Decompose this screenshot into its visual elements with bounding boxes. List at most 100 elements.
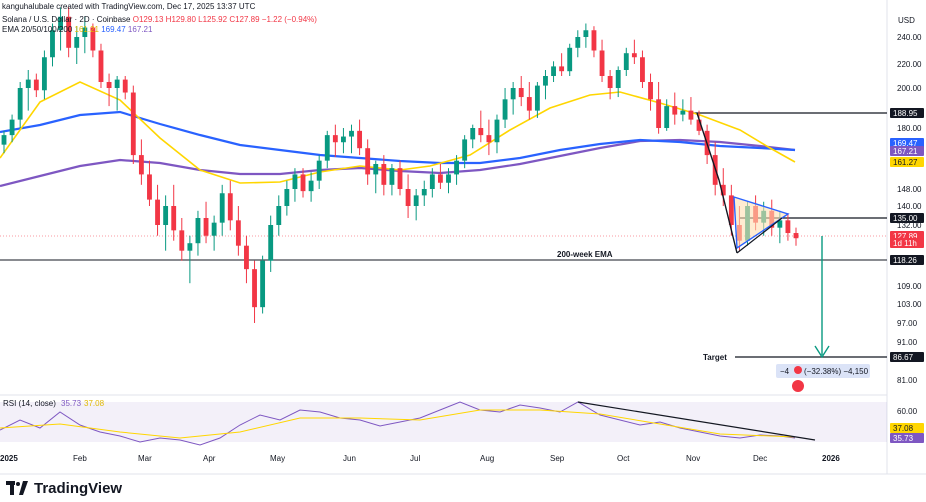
candle-body bbox=[720, 184, 726, 196]
candle-body bbox=[777, 220, 783, 228]
candle-body bbox=[276, 206, 282, 225]
rsi-badge bbox=[890, 423, 924, 433]
candle-body bbox=[106, 82, 112, 88]
ema20-line bbox=[0, 81, 796, 184]
chart-credit: kanguhalubale created with TradingView.c… bbox=[2, 2, 256, 11]
candle-body bbox=[518, 88, 524, 98]
candle-body bbox=[688, 110, 694, 120]
candle-body bbox=[90, 27, 96, 51]
brand-name: TradingView bbox=[34, 479, 123, 497]
candle-body bbox=[25, 79, 31, 88]
candle-body bbox=[252, 269, 257, 308]
symbol-line: Solana / U.S. Dollar · 2D · Coinbase O12… bbox=[2, 15, 317, 24]
ohlc-change: −1.22 (−0.94%) bbox=[261, 15, 317, 24]
price-badge bbox=[890, 157, 924, 167]
candle-body bbox=[316, 160, 322, 181]
candle-body bbox=[300, 174, 306, 192]
time-tick: Oct bbox=[617, 454, 630, 463]
price-tick: 109.00 bbox=[897, 282, 922, 291]
price-badge bbox=[890, 238, 924, 248]
triangle-lower-line bbox=[736, 217, 783, 254]
candle-body bbox=[672, 106, 678, 115]
rsi-ma-value: 37.08 bbox=[84, 399, 105, 408]
candle-body bbox=[583, 30, 589, 37]
ema100-value: 169.47 bbox=[101, 25, 126, 34]
candle-body bbox=[494, 119, 500, 143]
candle-body bbox=[219, 193, 225, 223]
candle-body bbox=[203, 218, 209, 236]
time-tick: Nov bbox=[686, 454, 700, 463]
candle-body bbox=[41, 57, 47, 91]
candle-body bbox=[543, 76, 548, 86]
candle-body bbox=[147, 174, 152, 200]
candle-body bbox=[50, 30, 55, 58]
price-tick: 200.00 bbox=[897, 84, 922, 93]
ema200-line bbox=[0, 138, 796, 188]
candle-body bbox=[793, 233, 799, 239]
price-tick: 148.00 bbox=[897, 185, 922, 194]
candle-body bbox=[365, 148, 371, 175]
rsi-tick: 60.00 bbox=[897, 407, 918, 416]
candle-body bbox=[397, 168, 403, 189]
tradingview-logo-icon bbox=[6, 481, 28, 495]
price-badge-label: 127.89 bbox=[893, 232, 918, 241]
candle-body bbox=[284, 189, 290, 206]
price-badge-label: 118.26 bbox=[893, 256, 917, 265]
price-tick: 240.00 bbox=[897, 33, 922, 42]
candle-body bbox=[268, 225, 274, 261]
candle-body bbox=[648, 82, 653, 100]
candle-body bbox=[559, 66, 565, 72]
candle-body bbox=[656, 99, 662, 128]
flagpole-line bbox=[696, 112, 738, 254]
candle-body bbox=[389, 168, 395, 185]
candle-body bbox=[446, 174, 451, 183]
candle-body bbox=[324, 135, 330, 161]
candle-body bbox=[405, 189, 411, 206]
time-tick: Feb bbox=[73, 454, 87, 463]
candle-body bbox=[728, 195, 734, 225]
ema200-value: 167.21 bbox=[127, 25, 153, 34]
price-tick: 132.00 bbox=[897, 221, 922, 230]
candle-body bbox=[510, 88, 516, 100]
candle-body bbox=[114, 79, 120, 88]
price-tick: 103.00 bbox=[897, 300, 922, 309]
candle-body bbox=[437, 174, 443, 183]
candle-body bbox=[187, 243, 193, 251]
candle-body bbox=[534, 85, 540, 111]
candle-body bbox=[332, 135, 338, 143]
ema-label: EMA 20/50/100/200 bbox=[2, 25, 73, 34]
candle-body bbox=[591, 30, 597, 51]
price-badge bbox=[890, 108, 924, 118]
candle-body bbox=[82, 27, 88, 37]
ema-legend: EMA 20/50/100/200 161.21 169.47 167.21 bbox=[2, 25, 152, 34]
time-tick: Jul bbox=[410, 454, 420, 463]
price-badge-label: 169.47 bbox=[893, 139, 918, 148]
candle-body bbox=[130, 92, 136, 156]
target-arrow-head bbox=[814, 345, 830, 359]
time-tick: Sep bbox=[550, 454, 565, 463]
price-badge bbox=[890, 213, 924, 223]
price-badge-label: 135.00 bbox=[893, 214, 918, 223]
time-tick: Aug bbox=[480, 454, 494, 463]
candle-body bbox=[122, 79, 128, 93]
candle-body bbox=[381, 164, 387, 185]
measure-text: −4 bbox=[780, 367, 790, 376]
candle-body bbox=[33, 79, 39, 91]
candle-body bbox=[664, 106, 670, 128]
footer: TradingView bbox=[0, 474, 926, 502]
rsi-divergence-line bbox=[577, 401, 816, 441]
candle-body bbox=[235, 220, 241, 246]
rsi-badge-label: 37.08 bbox=[893, 424, 914, 433]
candle-body bbox=[486, 135, 492, 143]
candle-body bbox=[478, 128, 484, 136]
tradingview-logo[interactable]: TradingView bbox=[6, 480, 122, 497]
candle-body bbox=[575, 37, 581, 48]
time-tick: 2025 bbox=[0, 454, 18, 463]
candle-body bbox=[785, 220, 791, 234]
currency-label: USD bbox=[898, 16, 915, 25]
candle-body bbox=[98, 50, 104, 82]
candle-body bbox=[462, 139, 468, 161]
candle-body bbox=[171, 206, 177, 231]
price-badge-label: 86.67 bbox=[893, 353, 914, 362]
